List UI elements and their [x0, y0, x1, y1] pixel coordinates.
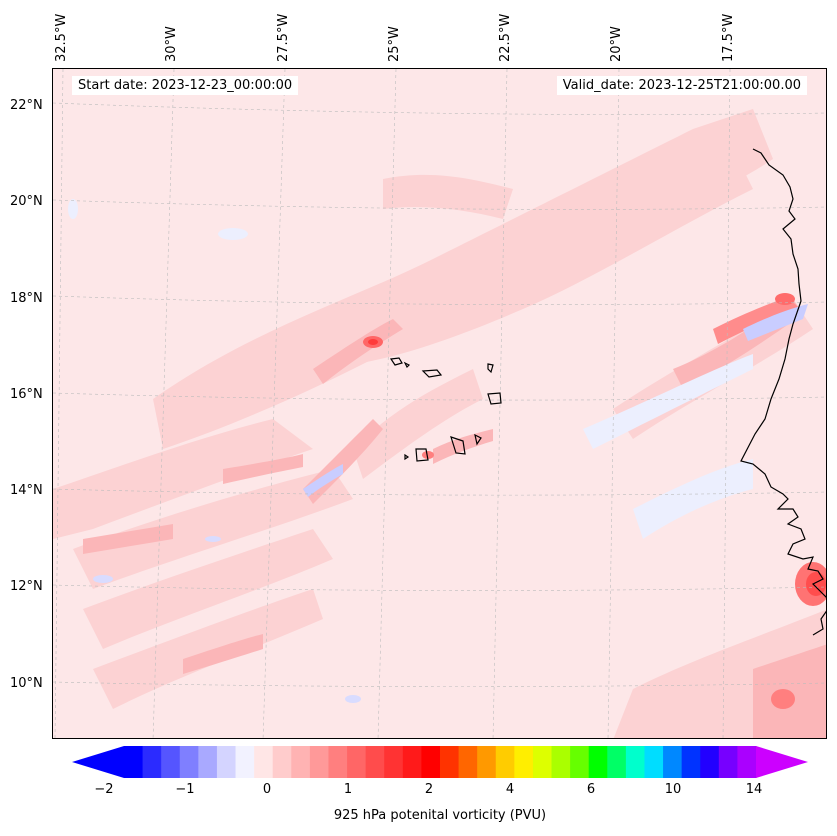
- colorbar-cell: [681, 746, 701, 778]
- lon-label: 27.5°W: [276, 13, 291, 62]
- colorbar-cell: [291, 746, 311, 778]
- pv-maxima: [363, 293, 826, 709]
- colorbar-tick: 6: [586, 782, 596, 797]
- colorbar-cell: [402, 746, 423, 778]
- lat-label: 20°N: [10, 194, 43, 209]
- colorbar-cell: [347, 746, 367, 778]
- lon-label: 17.5°W: [721, 13, 736, 62]
- gridlines: [53, 69, 826, 738]
- colorbar-cell: [272, 746, 292, 778]
- colorbar: [72, 746, 808, 778]
- lon-label: 32.5°W: [54, 13, 69, 62]
- lat-label: 18°N: [10, 291, 43, 306]
- pv-negative: [68, 199, 808, 703]
- colorbar-cell: [384, 746, 404, 778]
- colorbar-cell: [421, 746, 441, 778]
- colorbar-cell: [570, 746, 590, 778]
- colorbar-cell: [309, 746, 330, 778]
- colorbar-tick: 1: [343, 782, 353, 797]
- colorbar-cell: [235, 746, 255, 778]
- lat-label: 22°N: [10, 98, 43, 113]
- colorbar-cell: [514, 746, 534, 778]
- lon-label: 25°W: [387, 26, 402, 62]
- colorbar-cell: [179, 746, 199, 778]
- colorbar-cell: [588, 746, 608, 778]
- valid-date-label: Valid_date: 2023-12-25T21:00:00.00: [556, 76, 807, 95]
- map-panel: [52, 68, 827, 739]
- lat-label: 12°N: [10, 579, 43, 594]
- colorbar-cells: [124, 746, 757, 778]
- colorbar-cell: [458, 746, 478, 778]
- colorbar-cell: [440, 746, 460, 778]
- colorbar-cell: [607, 746, 627, 778]
- colorbar-label: 925 hPa potenital vorticity (PVU): [333, 808, 547, 823]
- colorbar-cell: [254, 746, 274, 778]
- colorbar-cell: [700, 746, 720, 778]
- colorbar-under-arrow: [72, 746, 124, 778]
- lat-label: 14°N: [10, 483, 43, 498]
- lat-label: 10°N: [10, 676, 43, 691]
- colorbar-cell: [142, 746, 162, 778]
- coastline: [740, 148, 826, 636]
- colorbar-tick: 2: [424, 782, 434, 797]
- colorbar-cell: [161, 746, 181, 778]
- colorbar-tick: 14: [745, 782, 763, 797]
- lon-label: 22.5°W: [498, 13, 513, 62]
- lon-label: 20°W: [609, 26, 624, 62]
- colorbar-cell: [551, 746, 571, 778]
- colorbar-cell: [495, 746, 515, 778]
- colorbar-cell: [663, 746, 683, 778]
- colorbar-cell: [532, 746, 553, 778]
- lon-label: 30°W: [164, 26, 179, 62]
- colorbar-tick: −2: [94, 782, 114, 797]
- islands: [389, 357, 502, 462]
- colorbar-cell: [718, 746, 739, 778]
- colorbar-tick: 0: [262, 782, 272, 797]
- lat-label: 16°N: [10, 387, 43, 402]
- colorbar-cell: [328, 746, 348, 778]
- colorbar-cell: [644, 746, 664, 778]
- pv-field-map: [53, 69, 826, 738]
- colorbar-over-arrow: [756, 746, 808, 778]
- start-date-label: Start date: 2023-12-23_00:00:00: [72, 76, 299, 95]
- colorbar-cell: [216, 746, 237, 778]
- colorbar-tick: 10: [664, 782, 682, 797]
- colorbar-tick: 4: [505, 782, 515, 797]
- colorbar-cell: [477, 746, 497, 778]
- colorbar-tick: −1: [175, 782, 195, 797]
- colorbar-cell: [365, 746, 385, 778]
- colorbar-cell: [124, 746, 144, 778]
- colorbar-cell: [198, 746, 218, 778]
- colorbar-cell: [625, 746, 646, 778]
- colorbar-cell: [737, 746, 757, 778]
